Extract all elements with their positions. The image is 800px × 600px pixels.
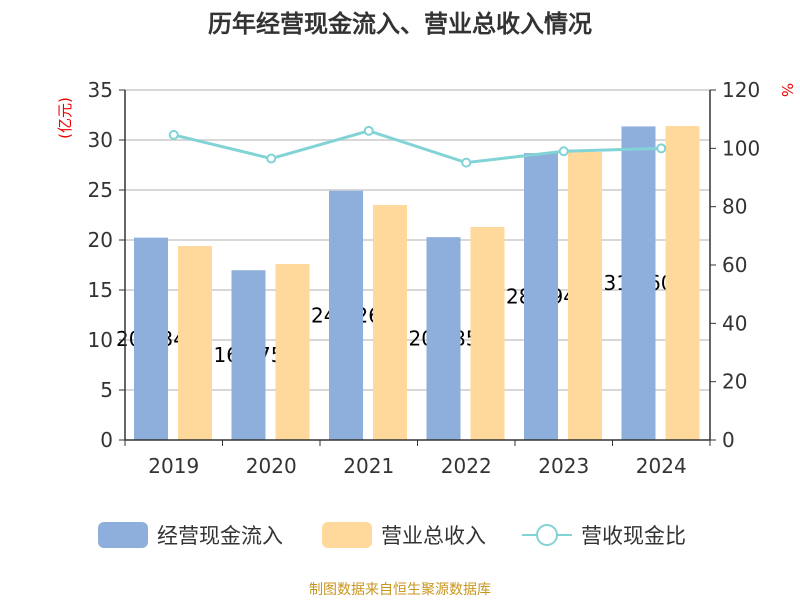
ratio-point — [363, 125, 374, 136]
x-tick-label: 2021 — [343, 454, 394, 478]
x-tick-label: 2020 — [246, 454, 297, 478]
chart-title: 历年经营现金流入、营业总收入情况 — [208, 10, 592, 38]
right-tick-label: 80 — [722, 195, 747, 219]
legend-label-total-revenue: 营业总收入 — [381, 524, 486, 548]
ratio-point — [461, 157, 472, 168]
bar-cash-inflow — [524, 153, 558, 440]
left-tick-label: 15 — [88, 278, 113, 302]
x-tick-label: 2023 — [538, 454, 589, 478]
ratio-point — [168, 129, 179, 140]
ratio-point — [558, 146, 569, 157]
bar-total-revenue — [373, 205, 407, 440]
bar-total-revenue — [665, 126, 700, 440]
ratio-point — [656, 143, 667, 154]
right-tick-label: 0 — [722, 428, 735, 452]
left-tick-label: 25 — [88, 178, 113, 202]
left-tick-label: 30 — [88, 128, 113, 152]
bar-total-revenue — [275, 264, 310, 440]
left-tick-label: 10 — [88, 328, 113, 352]
legend-swatch-cash-inflow — [98, 522, 148, 548]
ratio-point — [266, 153, 277, 164]
bar-total-revenue — [470, 227, 505, 440]
bar-cash-inflow — [329, 190, 363, 440]
x-tick-label: 2019 — [148, 454, 199, 478]
x-tick-label: 2022 — [441, 454, 492, 478]
left-tick-label: 20 — [88, 228, 113, 252]
right-tick-label: 40 — [722, 311, 747, 335]
left-axis-label: (亿元) — [56, 97, 74, 139]
right-tick-label: 60 — [722, 253, 747, 277]
bar-cash-inflow — [231, 270, 266, 440]
left-tick-label: 35 — [88, 78, 113, 102]
right-tick-label: 20 — [722, 370, 747, 394]
ratio-line — [173, 129, 662, 165]
left-tick-label: 5 — [100, 378, 113, 402]
source-note: 制图数据来自恒生聚源数据库 — [309, 582, 491, 598]
legend-swatch-total-revenue — [322, 522, 372, 548]
bar-cash-inflow — [134, 237, 168, 440]
bar-cash-inflow — [426, 237, 461, 440]
legend-label-cash-inflow: 经营现金流入 — [157, 524, 283, 548]
x-tick-label: 2024 — [636, 454, 687, 478]
bar-total-revenue — [178, 246, 212, 440]
right-tick-label: 100 — [722, 136, 760, 160]
left-tick-label: 0 — [100, 428, 113, 452]
legend-label-ratio: 营收现金比 — [581, 524, 686, 548]
right-axis-label: % — [778, 83, 796, 97]
bar-cash-inflow — [621, 126, 656, 441]
right-tick-label: 120 — [722, 78, 760, 102]
bar-total-revenue — [568, 152, 602, 440]
legend-marker-ratio — [536, 524, 558, 546]
